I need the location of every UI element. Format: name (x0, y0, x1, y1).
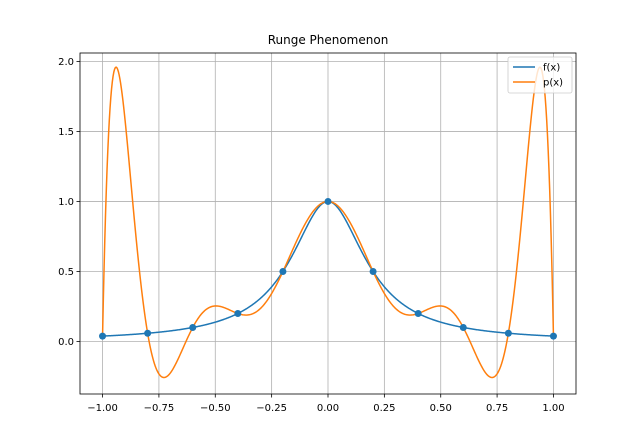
node-point (459, 323, 467, 331)
x-tick-label: −0.25 (256, 403, 287, 414)
x-tick-label: 0.75 (486, 403, 508, 414)
legend-label: f(x) (543, 63, 560, 74)
x-tick-label: 0.00 (317, 403, 339, 414)
x-tick-label: −1.00 (87, 403, 118, 414)
x-axis-ticks: −1.00 −0.75 −0.50 −0.25 0.00 0.25 0.50 0.75 1.00 (87, 394, 565, 414)
node-point (189, 323, 197, 331)
node-point (324, 197, 332, 205)
y-tick-label: 1.0 (58, 197, 74, 208)
node-point (279, 267, 287, 275)
node-point (99, 332, 107, 340)
node-point (414, 309, 422, 317)
y-tick-label: 1.5 (58, 127, 74, 138)
x-tick-label: 1.00 (542, 403, 564, 414)
grid (80, 53, 576, 394)
node-point (504, 329, 512, 337)
node-point (369, 267, 377, 275)
node-point (144, 329, 152, 337)
legend-box (507, 56, 573, 94)
x-tick-label: 0.25 (373, 403, 395, 414)
node-point (234, 309, 242, 317)
node-point (549, 332, 557, 340)
y-tick-label: 0.0 (58, 337, 74, 348)
x-tick-label: 0.50 (430, 403, 452, 414)
interpolation-nodes (99, 197, 557, 340)
x-tick-label: −0.50 (200, 403, 231, 414)
y-tick-label: 0.5 (58, 267, 74, 278)
legend: f(x) p(x) (507, 56, 573, 94)
y-axis-ticks: 0.0 0.5 1.0 1.5 2.0 (58, 57, 80, 348)
chart-title: Runge Phenomenon (268, 33, 389, 47)
legend-label: p(x) (543, 78, 563, 89)
y-tick-label: 2.0 (58, 57, 74, 68)
x-tick-label: −0.75 (144, 403, 175, 414)
